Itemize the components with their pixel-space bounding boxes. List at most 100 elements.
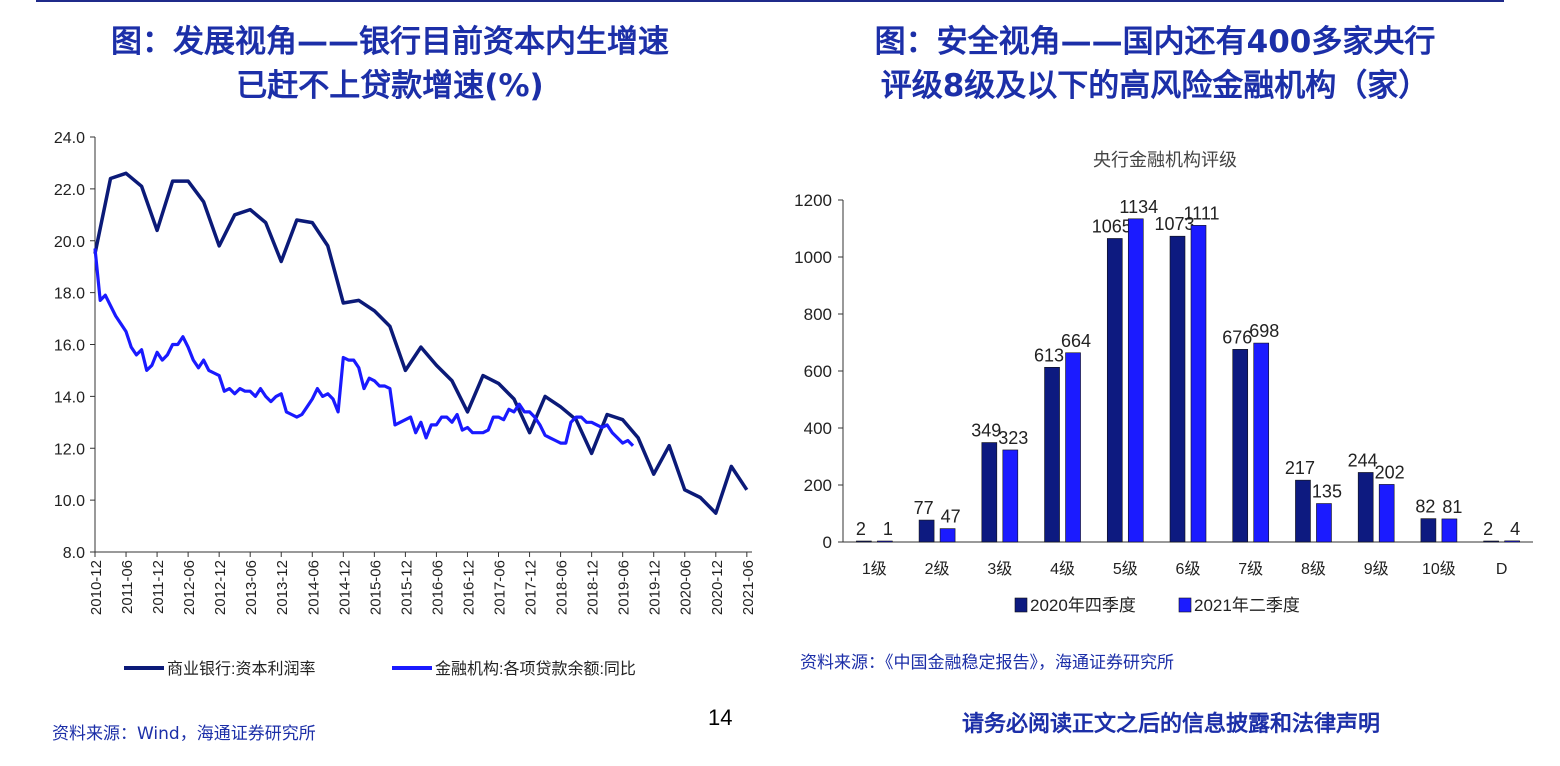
bar-data-label: 47 — [941, 507, 961, 527]
bar-data-label: 2 — [856, 519, 866, 539]
bar-mark — [1127, 218, 1144, 543]
bar-data-label: 613 — [1034, 345, 1064, 365]
bar-mark — [1441, 518, 1458, 543]
legal-disclaimer: 请务必阅读正文之后的信息披露和法律声明 — [962, 712, 1381, 737]
bar-y-tick-label: 200 — [804, 476, 832, 495]
bar-x-tick-label: 7级 — [1238, 560, 1263, 578]
line-x-tick-label: 2012-12 — [212, 560, 229, 615]
line-x-tick-label: 2018-06 — [554, 560, 571, 615]
line-y-tick-label: 10.0 — [54, 493, 85, 510]
bar-x-tick-label: 5级 — [1113, 560, 1138, 578]
line-x-tick-label: 2020-12 — [709, 560, 726, 615]
bar-x-tick-label: 9级 — [1364, 560, 1389, 578]
line-x-tick-label: 2013-12 — [274, 560, 291, 615]
bar-data-label: 323 — [998, 428, 1028, 448]
left-title-line1: 图：发展视角——银行目前资本内生增速 — [111, 24, 669, 60]
bar-mark — [1504, 540, 1520, 543]
line-x-tick-label: 2014-06 — [305, 560, 322, 615]
line-y-tick-label: 8.0 — [63, 545, 85, 562]
bar-mark — [939, 528, 956, 543]
page-number: 14 — [708, 705, 733, 730]
bar-mark — [1002, 449, 1019, 543]
line-x-tick-label: 2016-12 — [460, 560, 477, 615]
bar-x-tick-label: 3级 — [987, 560, 1012, 578]
line-x-tick-label: 2017-12 — [523, 560, 540, 615]
bar-data-label: 4 — [1510, 519, 1520, 539]
bar-mark — [877, 540, 893, 543]
bar-mark — [1316, 503, 1332, 543]
bar-y-tick-label: 800 — [804, 305, 832, 324]
bar-mark — [856, 540, 872, 543]
bar-data-label: 1 — [883, 519, 893, 539]
bar-data-label: 77 — [914, 498, 934, 518]
bar-mark — [1357, 472, 1374, 543]
top-rule — [36, 0, 1504, 2]
bar-mark — [1253, 342, 1270, 543]
bar-data-label: 1073 — [1154, 214, 1194, 234]
line-y-tick-label: 12.0 — [54, 441, 85, 458]
line-x-tick-label: 2012-06 — [181, 560, 198, 615]
line-x-tick-label: 2010-12 — [88, 560, 105, 615]
bar-y-tick-label: 1000 — [794, 248, 832, 267]
line-x-tick-label: 2011-12 — [150, 560, 167, 614]
bar-x-tick-label: 2级 — [925, 560, 950, 578]
bar-mark — [1232, 349, 1249, 543]
line-y-tick-label: 14.0 — [54, 389, 85, 406]
line-x-tick-label: 2013-06 — [243, 560, 260, 615]
right-chart-title: 图：安全视角——国内还有400多家央行 评级8级及以下的高风险金融机构（家） — [795, 20, 1515, 108]
bar-x-tick-label: 4级 — [1050, 560, 1075, 578]
line-x-tick-label: 2020-06 — [678, 560, 695, 615]
bar-x-tick-label: 10级 — [1422, 560, 1456, 578]
left-chart-title: 图：发展视角——银行目前资本内生增速 已赶不上贷款增速(%) — [40, 20, 740, 108]
line-x-tick-label: 2019-12 — [647, 560, 664, 615]
bar-data-label: 244 — [1348, 450, 1378, 470]
bar-mark — [1378, 484, 1395, 543]
bar-data-label: 135 — [1312, 482, 1342, 502]
bar-data-label: 664 — [1061, 331, 1091, 351]
bar-x-tick-label: 6级 — [1176, 560, 1201, 578]
bar-mark — [1295, 479, 1311, 543]
line-x-tick-label: 2017-06 — [492, 560, 509, 615]
bar-data-label: 349 — [971, 421, 1001, 441]
bar-mark — [1044, 366, 1060, 543]
bar-data-label: 2 — [1483, 519, 1493, 539]
line-x-tick-label: 2011-06 — [119, 560, 136, 614]
bar-y-tick-label: 400 — [804, 419, 832, 438]
legend-label-roe: 商业银行:资本利润率 — [167, 660, 315, 678]
bar-mark — [1169, 235, 1186, 543]
line-y-tick-label: 16.0 — [54, 338, 85, 355]
bar-mark — [981, 442, 998, 543]
series-line-roe — [93, 171, 749, 515]
legend-label-loan-growth: 金融机构:各项贷款余额:同比 — [435, 659, 636, 678]
bar-data-label: 81 — [1442, 497, 1462, 517]
bar-data-label: 202 — [1375, 462, 1405, 482]
line-x-tick-label: 2015-12 — [398, 560, 415, 615]
bar-mark — [1420, 518, 1437, 543]
right-title-line1: 图：安全视角——国内还有400多家央行 — [874, 24, 1436, 60]
line-x-tick-label: 2018-12 — [585, 560, 602, 615]
line-x-tick-label: 2021-06 — [740, 560, 757, 615]
bar-legend-swatch — [1178, 597, 1192, 613]
bar-data-label: 217 — [1285, 458, 1315, 478]
line-chart: 8.0 10.0 12.0 14.0 16.0 18.0 20.0 22.0 24.0 2010-… — [54, 130, 757, 678]
bar-data-label: 1134 — [1119, 197, 1158, 217]
bar-mark — [918, 519, 935, 543]
line-x-tick-label: 2019-06 — [616, 560, 633, 615]
bar-chart-title: 央行金融机构评级 — [1093, 150, 1237, 170]
bar-data-label: 1065 — [1092, 216, 1132, 236]
bar-legend-label: 2021年二季度 — [1194, 596, 1300, 615]
bar-y-tick-label: 0 — [823, 533, 832, 552]
line-y-tick-label: 24.0 — [54, 130, 85, 147]
bar-mark — [1483, 540, 1499, 543]
bar-data-label: 1111 — [1183, 203, 1219, 223]
line-y-tick-label: 22.0 — [54, 182, 85, 199]
right-source-note: 资料来源：《中国金融稳定报告》，海通证券研究所 — [800, 653, 1174, 673]
bar-x-tick-label: 1级 — [862, 560, 887, 578]
bar-mark — [1190, 225, 1207, 543]
right-title-line2: 评级8级及以下的高风险金融机构（家） — [880, 68, 1430, 104]
bar-mark — [1106, 238, 1123, 543]
bar-y-tick-label: 1200 — [794, 191, 832, 210]
bar-x-tick-label: 8级 — [1301, 560, 1326, 578]
bar-x-tick-label: D — [1496, 561, 1508, 578]
